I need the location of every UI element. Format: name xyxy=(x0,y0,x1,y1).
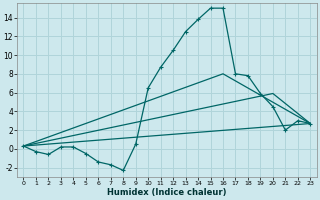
X-axis label: Humidex (Indice chaleur): Humidex (Indice chaleur) xyxy=(107,188,227,197)
